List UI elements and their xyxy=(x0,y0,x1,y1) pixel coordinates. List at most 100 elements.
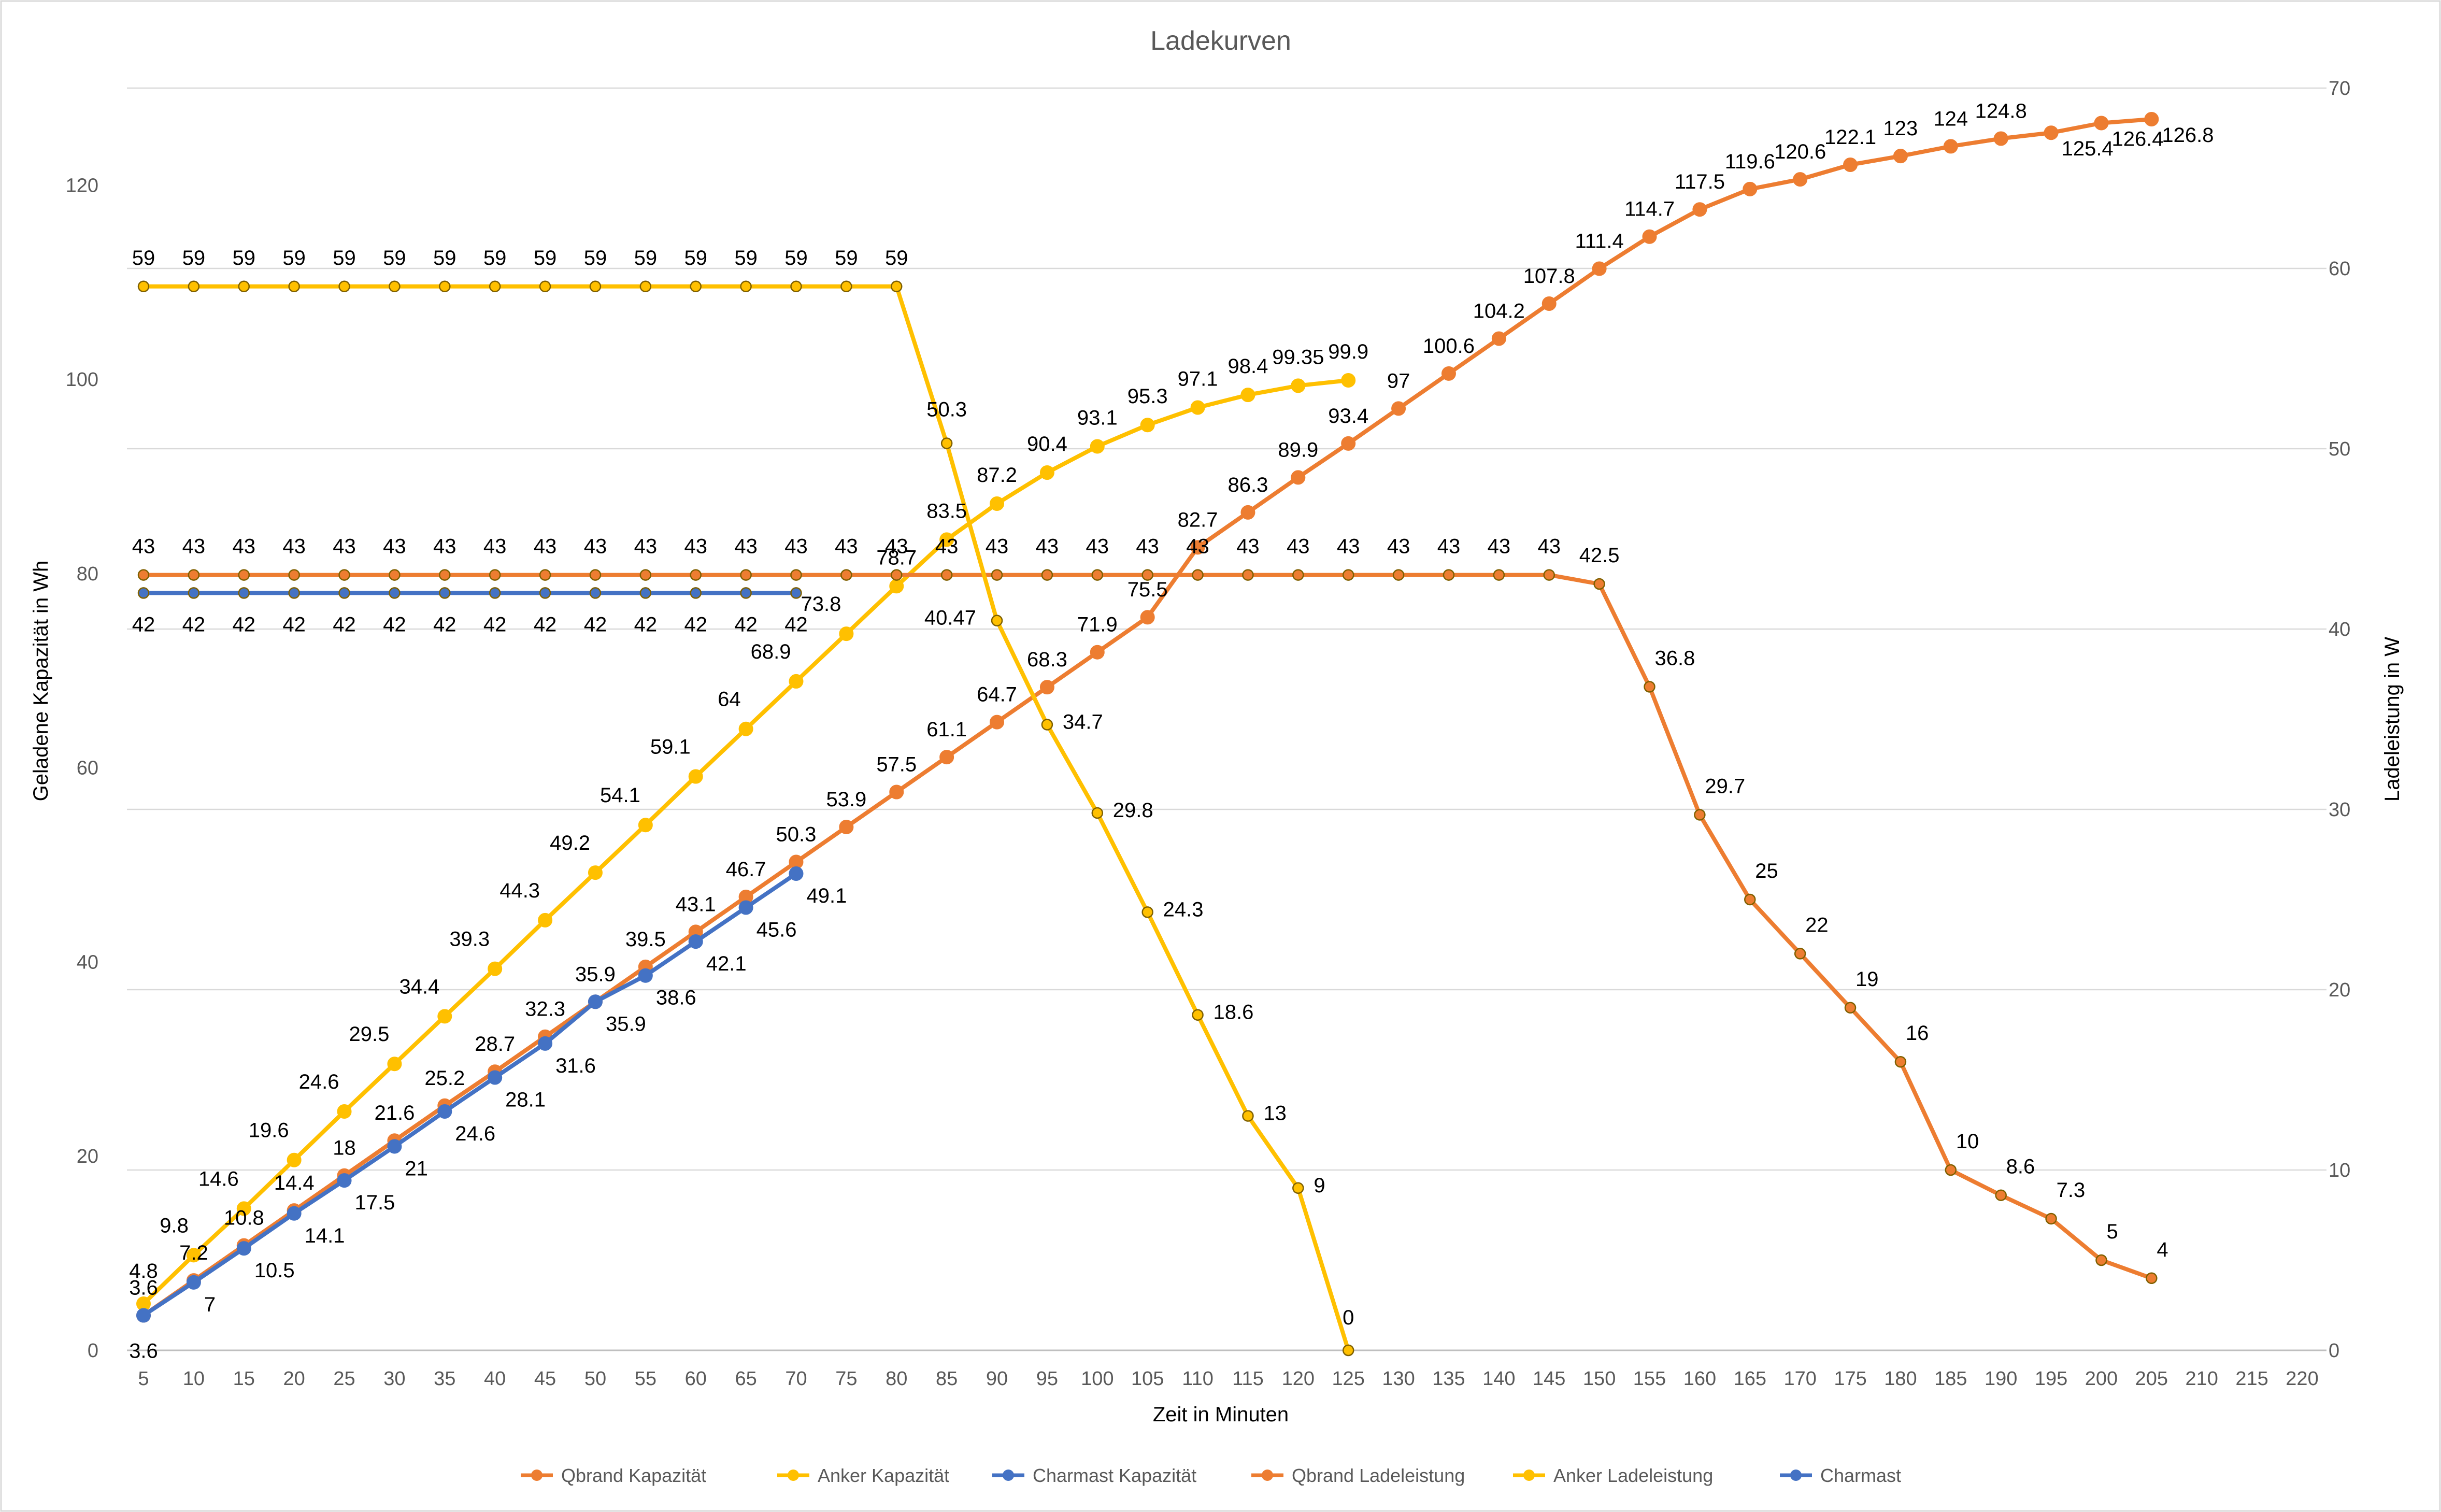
x-tick-label: 100 xyxy=(1081,1368,1114,1390)
data-label: 7.3 xyxy=(2057,1179,2086,1202)
data-label: 42 xyxy=(132,613,155,636)
x-tick-label: 55 xyxy=(635,1368,656,1390)
data-label: 57.5 xyxy=(876,753,917,776)
y-left-tick-label: 0 xyxy=(88,1340,98,1362)
data-label: 49.2 xyxy=(550,832,590,854)
data-point xyxy=(288,280,300,293)
y-right-tick-label: 70 xyxy=(2329,78,2350,99)
data-point xyxy=(489,569,501,581)
data-label: 100.6 xyxy=(1423,335,1475,358)
data-label: 19.6 xyxy=(249,1119,289,1142)
y-right-tick-label: 0 xyxy=(2329,1340,2339,1362)
data-point xyxy=(1541,296,1557,311)
data-label: 10.8 xyxy=(224,1207,264,1230)
data-label: 59 xyxy=(734,247,758,269)
data-point xyxy=(137,569,150,581)
data-point xyxy=(638,818,653,833)
data-label: 43 xyxy=(534,535,557,558)
data-point xyxy=(238,569,250,581)
data-point xyxy=(891,280,903,293)
data-point xyxy=(439,280,451,293)
data-label: 43 xyxy=(1236,535,1260,558)
data-label: 43 xyxy=(634,535,658,558)
data-label: 34.7 xyxy=(1063,710,1103,733)
data-point xyxy=(1242,569,1254,581)
data-label: 28.1 xyxy=(505,1088,546,1111)
data-point xyxy=(439,569,451,581)
data-point xyxy=(1793,172,1808,187)
data-label: 3.6 xyxy=(129,1277,158,1300)
x-tick-label: 110 xyxy=(1182,1368,1214,1390)
data-point xyxy=(1491,331,1506,346)
x-tick-label: 80 xyxy=(886,1368,907,1390)
data-label: 42 xyxy=(534,613,557,636)
x-tick-label: 215 xyxy=(2235,1368,2268,1390)
legend-marker xyxy=(788,1470,799,1481)
data-label: 25.2 xyxy=(424,1067,465,1090)
data-label: 42 xyxy=(483,613,507,636)
data-label: 59 xyxy=(684,247,707,269)
legend-label: Charmast Kapazität xyxy=(1033,1465,1196,1486)
data-point xyxy=(389,280,401,293)
data-point xyxy=(790,280,802,293)
data-label: 44.3 xyxy=(499,879,540,902)
x-tick-label: 180 xyxy=(1884,1368,1917,1390)
data-point xyxy=(389,569,401,581)
data-label: 24.6 xyxy=(299,1071,339,1093)
data-point xyxy=(238,587,250,599)
x-tick-label: 160 xyxy=(1683,1368,1716,1390)
data-label: 5 xyxy=(2106,1220,2118,1243)
data-point xyxy=(236,1241,251,1256)
data-label: 42 xyxy=(182,613,206,636)
data-point xyxy=(889,579,904,594)
data-point xyxy=(1041,569,1053,581)
data-label: 43 xyxy=(483,535,507,558)
data-label: 43 xyxy=(132,535,155,558)
x-tick-label: 165 xyxy=(1734,1368,1766,1390)
data-label: 29.7 xyxy=(1705,775,1745,797)
data-label: 13 xyxy=(1263,1102,1287,1125)
data-label: 93.1 xyxy=(1077,406,1118,429)
x-tick-label: 115 xyxy=(1232,1368,1264,1390)
x-tick-label: 120 xyxy=(1282,1368,1315,1390)
data-point xyxy=(1190,400,1205,415)
data-point xyxy=(287,1152,302,1167)
data-label: 59 xyxy=(634,247,658,269)
legend-marker xyxy=(1523,1470,1535,1481)
data-point xyxy=(539,280,551,293)
y-right-tick-label: 50 xyxy=(2329,438,2350,460)
data-label: 43 xyxy=(734,535,758,558)
data-point xyxy=(789,866,804,881)
data-point xyxy=(1893,149,1908,164)
data-label: 43 xyxy=(282,535,306,558)
legend-label: Qbrand Ladeleistung xyxy=(1292,1465,1465,1486)
data-label: 59 xyxy=(282,247,306,269)
data-label: 122.1 xyxy=(1824,126,1876,149)
data-point xyxy=(940,569,953,581)
data-point xyxy=(186,1275,201,1290)
data-point xyxy=(186,1248,201,1263)
data-label: 59 xyxy=(584,247,607,269)
data-point xyxy=(639,280,652,293)
data-label: 35.9 xyxy=(575,963,616,986)
data-label: 53.9 xyxy=(826,788,866,811)
data-point xyxy=(738,900,753,915)
data-point xyxy=(288,569,300,581)
data-label: 120.6 xyxy=(1774,140,1826,163)
data-label: 36.8 xyxy=(1655,647,1695,669)
data-label: 93.4 xyxy=(1328,405,1368,427)
x-tick-label: 155 xyxy=(1633,1368,1666,1390)
x-tick-label: 15 xyxy=(233,1368,255,1390)
data-point xyxy=(238,280,250,293)
data-point xyxy=(288,587,300,599)
data-label: 14.4 xyxy=(274,1172,315,1194)
data-point xyxy=(1794,948,1806,960)
data-label: 124 xyxy=(1933,107,1968,130)
data-point xyxy=(1291,378,1306,393)
data-label: 32.3 xyxy=(525,998,565,1021)
data-point xyxy=(1291,470,1306,485)
x-tick-label: 85 xyxy=(936,1368,958,1390)
y-right-tick-label: 60 xyxy=(2329,258,2350,280)
x-tick-label: 170 xyxy=(1783,1368,1816,1390)
data-point xyxy=(589,569,602,581)
